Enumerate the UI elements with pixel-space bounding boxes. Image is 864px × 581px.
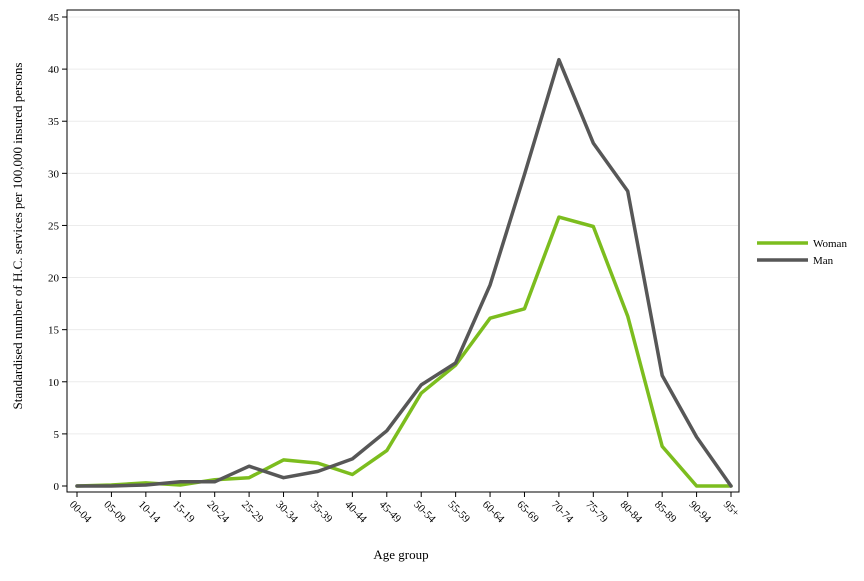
legend: Woman Man bbox=[757, 238, 847, 267]
y-axis: 0 5 10 15 20 25 30 35 40 45 bbox=[48, 12, 67, 493]
y-tick-label: 0 bbox=[54, 481, 60, 493]
x-tick-label: 75-79 bbox=[583, 499, 610, 526]
x-tick-label: 65-69 bbox=[514, 499, 541, 526]
legend-label-woman: Woman bbox=[813, 238, 847, 250]
y-tick-label: 35 bbox=[48, 116, 60, 128]
y-tick-label: 25 bbox=[48, 220, 60, 232]
y-tick-label: 40 bbox=[48, 64, 60, 76]
x-tick-label: 85-89 bbox=[652, 499, 679, 526]
x-tick-label: 10-14 bbox=[136, 499, 163, 526]
y-tick-label: 5 bbox=[54, 429, 60, 441]
x-tick-label: 60-64 bbox=[480, 499, 507, 526]
x-tick-label: 50-54 bbox=[411, 499, 438, 526]
x-tick-label: 05-09 bbox=[101, 499, 128, 526]
y-tick-label: 15 bbox=[48, 325, 60, 337]
x-tick-label: 90-94 bbox=[686, 499, 713, 526]
x-tick-label: 40-44 bbox=[342, 499, 369, 526]
x-axis-title: Age group bbox=[373, 547, 428, 562]
x-tick-label: 20-24 bbox=[205, 499, 232, 526]
x-axis: 00-04 05-09 10-14 15-19 20-24 25-29 30-34 35-39… bbox=[67, 492, 742, 526]
y-tick-label: 30 bbox=[48, 168, 60, 180]
x-tick-label: 95+ bbox=[721, 499, 742, 520]
series-lines bbox=[75, 57, 733, 488]
x-tick-label: 45-49 bbox=[377, 499, 404, 526]
y-tick-label: 45 bbox=[48, 12, 60, 24]
y-axis-title: Standardised number of H.C. services per… bbox=[10, 63, 25, 410]
x-tick-label: 80-84 bbox=[618, 499, 645, 526]
x-tick-label: 00-04 bbox=[67, 499, 94, 526]
x-tick-label: 25-29 bbox=[239, 499, 266, 526]
series-line-man bbox=[75, 57, 733, 488]
y-tick-label: 10 bbox=[48, 377, 60, 389]
x-tick-label: 70-74 bbox=[549, 499, 576, 526]
x-tick-label: 35-39 bbox=[308, 499, 335, 526]
gridlines bbox=[68, 16, 738, 435]
y-tick-label: 20 bbox=[48, 273, 60, 285]
legend-label-man: Man bbox=[813, 255, 834, 267]
series-line-woman bbox=[75, 215, 733, 488]
x-tick-label: 15-19 bbox=[170, 499, 197, 526]
x-tick-label: 30-34 bbox=[273, 499, 300, 526]
x-tick-label: 55-59 bbox=[446, 499, 473, 526]
